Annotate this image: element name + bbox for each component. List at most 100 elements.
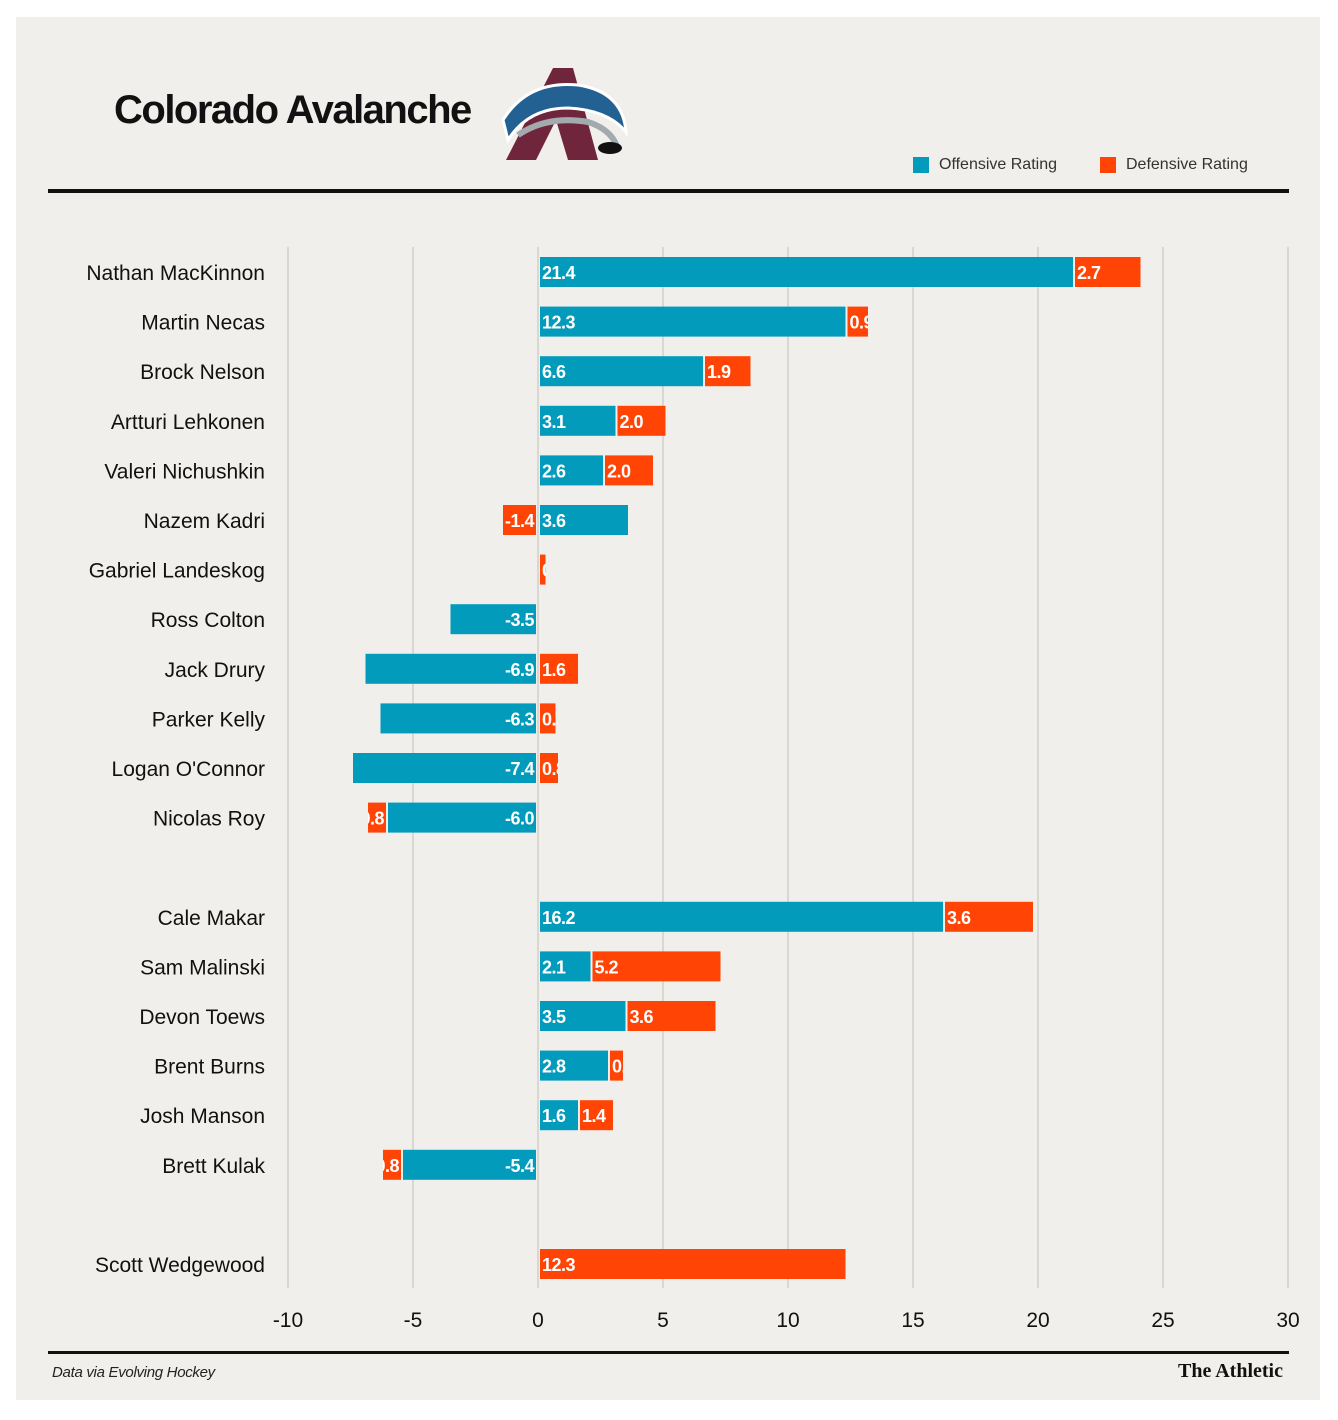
offensive-bar-label: 3.5 [542,1007,566,1027]
player-name: Nazem Kadri [144,510,265,533]
defensive-bar-label: 0.7 [542,709,566,729]
offensive-bar-label: -7.4 [505,759,535,779]
defensive-bar-rect [368,802,386,833]
defensive-bar: 2.0 [605,455,653,486]
offensive-bar-rect [540,306,846,337]
offensive-bar-label: -6.3 [505,709,535,729]
player-name: Artturi Lehkonen [111,411,265,434]
defensive-bar-rect [592,951,721,982]
defensive-bar-rect [617,405,666,436]
legend-label: Offensive Rating [939,156,1057,173]
defensive-bar-rect [540,1249,846,1279]
player-name: Cale Makar [158,907,265,930]
defensive-bar-rect [847,306,868,337]
defensive-bar-rect [627,1001,716,1031]
defensive-bar-rect [705,356,751,387]
x-tick-label: 15 [901,1309,924,1332]
defensive-bar-label: 12.3 [542,1255,576,1275]
defensive-bar-rect [540,653,578,684]
defensive-bar-rect [383,1149,401,1180]
defensive-bar-label: 2.0 [607,461,631,481]
player-name: Josh Manson [140,1105,265,1128]
defensive-bar-label: 0.9 [850,313,874,333]
player-name: Valeri Nichushkin [104,460,265,483]
player-name: Nathan MacKinnon [86,262,265,285]
defensive-bar-label: 1.9 [707,362,731,382]
player-name: Jack Drury [165,659,266,682]
defensive-bar: 3.6 [945,901,1033,932]
chart-background [16,17,1320,1400]
offensive-bar: -7.4 [353,753,536,783]
defensive-bar-label: 0.6 [612,1057,636,1077]
offensive-bar-rect [540,257,1073,287]
player-name: Devon Toews [139,1006,265,1029]
offensive-bar-label: 3.1 [542,412,566,432]
legend-defensive: Defensive Rating [1100,156,1248,174]
offensive-bar-label: 6.6 [542,362,566,382]
defensive-bar-rect [945,901,1033,932]
bottom-rule [48,1351,1289,1354]
defensive-bar-label: -0.8 [355,809,385,829]
page-title: Colorado Avalanche [114,88,472,132]
defensive-bar: 1.4 [580,1100,613,1131]
x-tick-label: 5 [657,1309,669,1332]
offensive-bar-rect [540,455,603,486]
defensive-bar: 1.9 [705,356,751,387]
defensive-bar-rect [540,703,556,734]
offensive-bar-rect [380,703,536,734]
defensive-bar-rect [610,1050,623,1081]
defensive-bar-rect [1075,257,1141,287]
offensive-bar: 21.4 [540,257,1073,287]
x-tick-label: 25 [1151,1309,1174,1332]
defensive-bar: 0.8 [540,753,566,783]
defensive-bar-label: 3.6 [947,908,971,928]
offensive-bar-rect [540,901,943,932]
offensive-bar-rect [540,356,703,387]
x-tick-label: 0 [532,1309,544,1332]
defensive-bar-label: 0.3 [542,561,566,581]
offensive-bar: 1.6 [540,1100,578,1131]
player-name: Brett Kulak [162,1155,265,1178]
defensive-bar: 0.9 [847,306,874,337]
x-tick-label: -5 [404,1309,423,1332]
offensive-bar-rect [540,951,591,982]
defensive-bar: 0.7 [540,703,566,734]
defensive-bar: 12.3 [540,1249,846,1279]
offensive-bar-label: -3.5 [505,610,535,630]
defensive-bar-label: 5.2 [595,957,619,977]
brand-logo: The Athletic [1178,1360,1283,1382]
defensive-bar: 3.6 [627,1001,716,1031]
player-name: Logan O'Connor [112,758,265,781]
legend-swatch-offensive [913,157,929,173]
offensive-bar: -3.5 [450,604,536,635]
offensive-bar-rect [540,1001,626,1031]
defensive-bar: 5.2 [592,951,721,982]
offensive-bar-rect [353,753,536,783]
offensive-bar: 2.6 [540,455,603,486]
offensive-bar: -6.9 [365,653,536,684]
defensive-bar: 0.3 [540,554,566,585]
defensive-bar: 2.0 [617,405,666,436]
offensive-bar: 2.1 [540,951,591,982]
x-tick-label: -10 [273,1309,303,1332]
player-name: Scott Wedgewood [95,1254,265,1277]
defensive-bar-label: 0.8 [542,759,566,779]
defensive-bar: 2.7 [1075,257,1141,287]
offensive-bar-rect [403,1149,536,1180]
offensive-bar-rect [365,653,536,684]
defensive-bar: -0.8 [370,1149,401,1180]
offensive-bar: 12.3 [540,306,846,337]
defensive-bar: -0.8 [355,802,386,833]
defensive-bar-rect [605,455,653,486]
offensive-bar-label: 2.8 [542,1057,566,1077]
offensive-bar: 3.6 [540,505,628,535]
offensive-bar: -6.0 [388,802,536,833]
offensive-bar-label: 3.6 [542,511,566,531]
offensive-bar-label: 2.1 [542,957,566,977]
legend-label: Defensive Rating [1126,156,1248,173]
x-tick-label: 20 [1026,1309,1049,1332]
offensive-bar-rect [540,505,628,535]
defensive-bar-label: -0.8 [370,1156,400,1176]
player-name: Gabriel Landeskog [89,560,265,583]
